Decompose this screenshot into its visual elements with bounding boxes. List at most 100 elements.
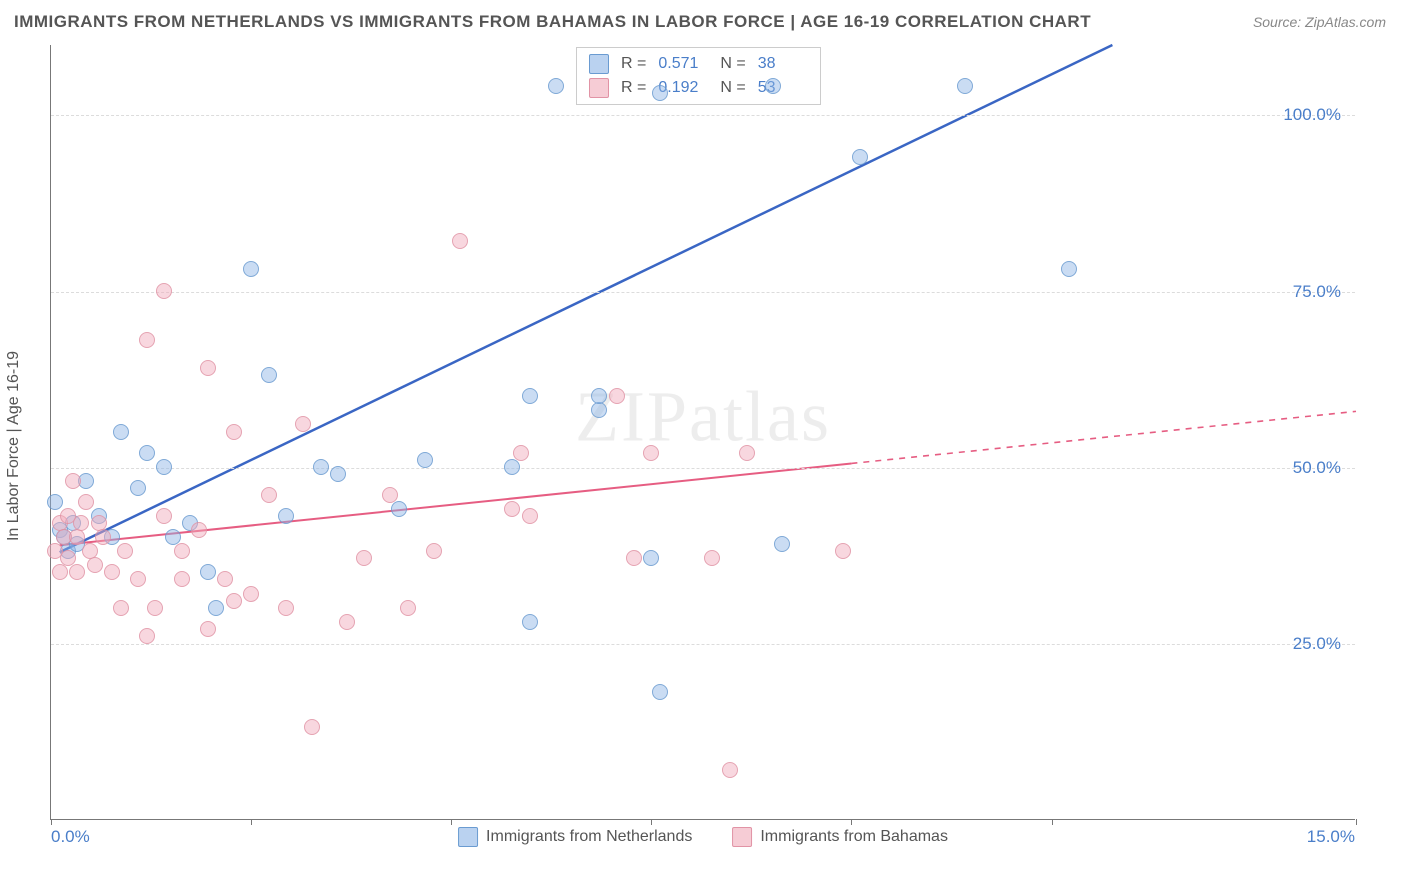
scatter-point <box>548 78 564 94</box>
y-tick-label: 100.0% <box>1283 105 1341 125</box>
scatter-point <box>174 543 190 559</box>
scatter-point <box>139 445 155 461</box>
scatter-point <box>382 487 398 503</box>
scatter-point <box>522 388 538 404</box>
legend-swatch <box>589 54 609 74</box>
scatter-point <box>191 522 207 538</box>
x-tick <box>651 819 652 825</box>
scatter-point <box>774 536 790 552</box>
legend-series-item: Immigrants from Netherlands <box>458 827 692 847</box>
scatter-point <box>52 564 68 580</box>
scatter-point <box>643 550 659 566</box>
legend-series-item: Immigrants from Bahamas <box>732 827 948 847</box>
scatter-point <box>652 85 668 101</box>
scatter-point <box>78 494 94 510</box>
gridline <box>51 644 1355 645</box>
scatter-point <box>722 762 738 778</box>
scatter-point <box>643 445 659 461</box>
trend-line-dashed <box>851 411 1356 463</box>
scatter-point <box>609 388 625 404</box>
scatter-point <box>504 459 520 475</box>
scatter-point <box>261 367 277 383</box>
r-label: R = <box>621 55 646 73</box>
scatter-point <box>87 557 103 573</box>
gridline <box>51 468 1355 469</box>
legend-series-label: Immigrants from Bahamas <box>760 828 948 846</box>
scatter-point <box>295 416 311 432</box>
scatter-point <box>313 459 329 475</box>
scatter-point <box>95 529 111 545</box>
x-tick <box>451 819 452 825</box>
scatter-point <box>739 445 755 461</box>
scatter-point <box>139 332 155 348</box>
scatter-point <box>417 452 433 468</box>
scatter-point <box>117 543 133 559</box>
scatter-point <box>591 402 607 418</box>
x-tick <box>51 819 52 825</box>
trend-lines-svg <box>51 45 1355 819</box>
plot-area: ZIPatlas R =0.571N =38R =0.192N =53 Immi… <box>50 45 1355 820</box>
scatter-point <box>47 494 63 510</box>
scatter-point <box>304 719 320 735</box>
scatter-point <box>852 149 868 165</box>
x-tick-label: 15.0% <box>1307 827 1355 847</box>
scatter-point <box>626 550 642 566</box>
scatter-point <box>1061 261 1077 277</box>
scatter-point <box>504 501 520 517</box>
legend-swatch <box>458 827 478 847</box>
y-axis-label: In Labor Force | Age 16-19 <box>5 351 23 541</box>
scatter-point <box>113 600 129 616</box>
scatter-point <box>591 388 607 404</box>
source-label: Source: ZipAtlas.com <box>1253 14 1386 30</box>
scatter-point <box>113 424 129 440</box>
scatter-point <box>73 515 89 531</box>
y-tick-label: 75.0% <box>1293 282 1341 302</box>
legend-stat-row: R =0.192N =53 <box>577 76 820 100</box>
legend-stat-row: R = 0.571 N = 38 <box>577 52 820 76</box>
scatter-point <box>65 473 81 489</box>
scatter-point <box>130 571 146 587</box>
scatter-point <box>156 459 172 475</box>
scatter-point <box>513 445 529 461</box>
scatter-point <box>208 600 224 616</box>
n-label: N = <box>720 55 745 73</box>
scatter-point <box>243 261 259 277</box>
scatter-point <box>452 233 468 249</box>
scatter-point <box>130 480 146 496</box>
r-label: R = <box>621 79 646 97</box>
scatter-point <box>200 621 216 637</box>
legend-swatch <box>732 827 752 847</box>
gridline <box>51 115 1355 116</box>
scatter-point <box>278 508 294 524</box>
scatter-point <box>200 564 216 580</box>
scatter-point <box>426 543 442 559</box>
x-tick <box>251 819 252 825</box>
scatter-point <box>156 508 172 524</box>
n-value: 38 <box>758 55 808 73</box>
scatter-point <box>356 550 372 566</box>
legend-stats: R = 0.571 N = 38 R =0.192N =53 <box>576 47 821 105</box>
scatter-point <box>652 684 668 700</box>
scatter-point <box>69 564 85 580</box>
scatter-point <box>391 501 407 517</box>
watermark: ZIPatlas <box>575 375 831 458</box>
legend-series: Immigrants from Netherlands Immigrants fr… <box>458 827 948 847</box>
trend-line <box>60 45 1113 552</box>
scatter-point <box>200 360 216 376</box>
scatter-point <box>226 593 242 609</box>
legend-series-label: Immigrants from Netherlands <box>486 828 692 846</box>
scatter-point <box>226 424 242 440</box>
scatter-point <box>104 564 120 580</box>
n-label: N = <box>720 79 745 97</box>
gridline <box>51 292 1355 293</box>
scatter-point <box>139 628 155 644</box>
scatter-point <box>278 600 294 616</box>
scatter-point <box>400 600 416 616</box>
scatter-point <box>243 586 259 602</box>
legend-swatch <box>589 78 609 98</box>
scatter-point <box>835 543 851 559</box>
scatter-point <box>69 529 85 545</box>
r-value: 0.571 <box>658 55 708 73</box>
x-tick <box>1052 819 1053 825</box>
scatter-point <box>765 78 781 94</box>
